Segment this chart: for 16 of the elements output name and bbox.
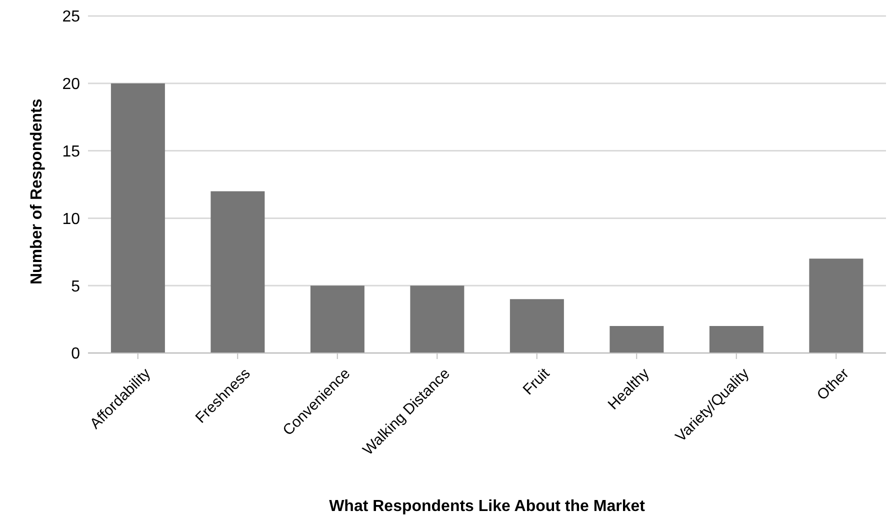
bar	[310, 286, 364, 353]
bar	[610, 326, 664, 353]
y-tick-label: 5	[71, 278, 80, 296]
bar	[210, 191, 265, 353]
bar	[510, 299, 564, 353]
y-tick-label: 15	[62, 143, 80, 160]
bar	[110, 83, 165, 353]
bar	[410, 286, 464, 353]
y-tick-label: 0	[71, 346, 80, 363]
y-axis-title: Number of Respondents	[28, 98, 46, 284]
y-tick-label: 10	[62, 210, 80, 228]
y-tick-label: 20	[62, 76, 80, 94]
bar	[809, 258, 864, 353]
y-tick-label: 25	[62, 8, 80, 26]
x-axis-title: What Respondents Like About the Market	[329, 498, 646, 515]
bar	[709, 326, 764, 353]
